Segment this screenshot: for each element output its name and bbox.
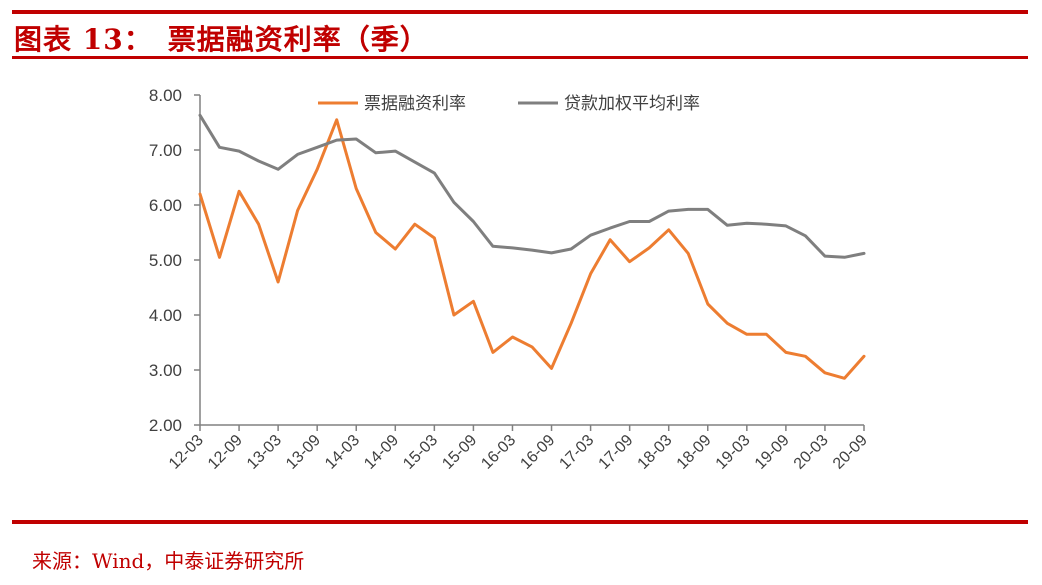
x-tick-label: 17-09	[596, 432, 637, 473]
y-tick-label: 7.00	[149, 141, 182, 160]
x-tick-label: 12-09	[205, 432, 246, 473]
title-rule	[12, 56, 1028, 59]
figure-title: 图表 13： 票据融资利率（季）	[14, 23, 429, 56]
legend: 票据融资利率 贷款加权平均利率	[318, 94, 700, 113]
series-line-1	[198, 118, 866, 380]
y-tick-label: 8.00	[149, 86, 182, 105]
y-tick-label: 3.00	[149, 361, 182, 380]
legend-label-1: 票据融资利率	[364, 94, 466, 113]
x-tick-label: 19-03	[713, 432, 754, 473]
x-tick-label: 16-03	[478, 432, 519, 473]
x-tick-label: 19-09	[752, 432, 793, 473]
y-tick-label: 5.00	[149, 251, 182, 270]
x-tick-label: 17-03	[556, 432, 597, 473]
series-layer	[198, 113, 866, 380]
legend-label-2: 贷款加权平均利率	[564, 94, 700, 113]
x-tick-label: 20-03	[791, 432, 832, 473]
x-tick-label: 15-03	[400, 432, 441, 473]
x-tick-label: 13-09	[283, 432, 324, 473]
y-tick-label: 6.00	[149, 196, 182, 215]
x-tick-label: 13-03	[244, 432, 285, 473]
top-rule	[12, 10, 1028, 14]
x-tick-label: 14-09	[361, 432, 402, 473]
x-tick-label: 18-09	[674, 432, 715, 473]
x-tick-label: 18-03	[635, 432, 676, 473]
bottom-rule	[12, 520, 1028, 524]
y-tick-label: 4.00	[149, 306, 182, 325]
source-note: 来源：Wind，中泰证券研究所	[32, 549, 305, 573]
x-tick-label: 20-09	[830, 432, 871, 473]
x-tick-label: 14-03	[322, 432, 363, 473]
line-chart: 2.003.004.005.006.007.008.00 12-0312-091…	[149, 86, 871, 473]
x-tick-label: 15-09	[439, 432, 480, 473]
y-tick-label: 2.00	[149, 416, 182, 435]
x-tick-label: 12-03	[166, 432, 207, 473]
x-axis: 12-0312-0913-0313-0914-0314-0915-0315-09…	[166, 424, 871, 473]
y-axis: 2.00 3.00 4.00 5.00 6.00 7.00 8.00	[149, 86, 201, 435]
x-tick-label: 16-09	[517, 432, 558, 473]
chart-area: 2.00 3.00 4.00 5.00 6.00 7.00 8.00 12-03 12-09 1…	[0, 60, 1042, 520]
series-line-2	[198, 113, 866, 259]
